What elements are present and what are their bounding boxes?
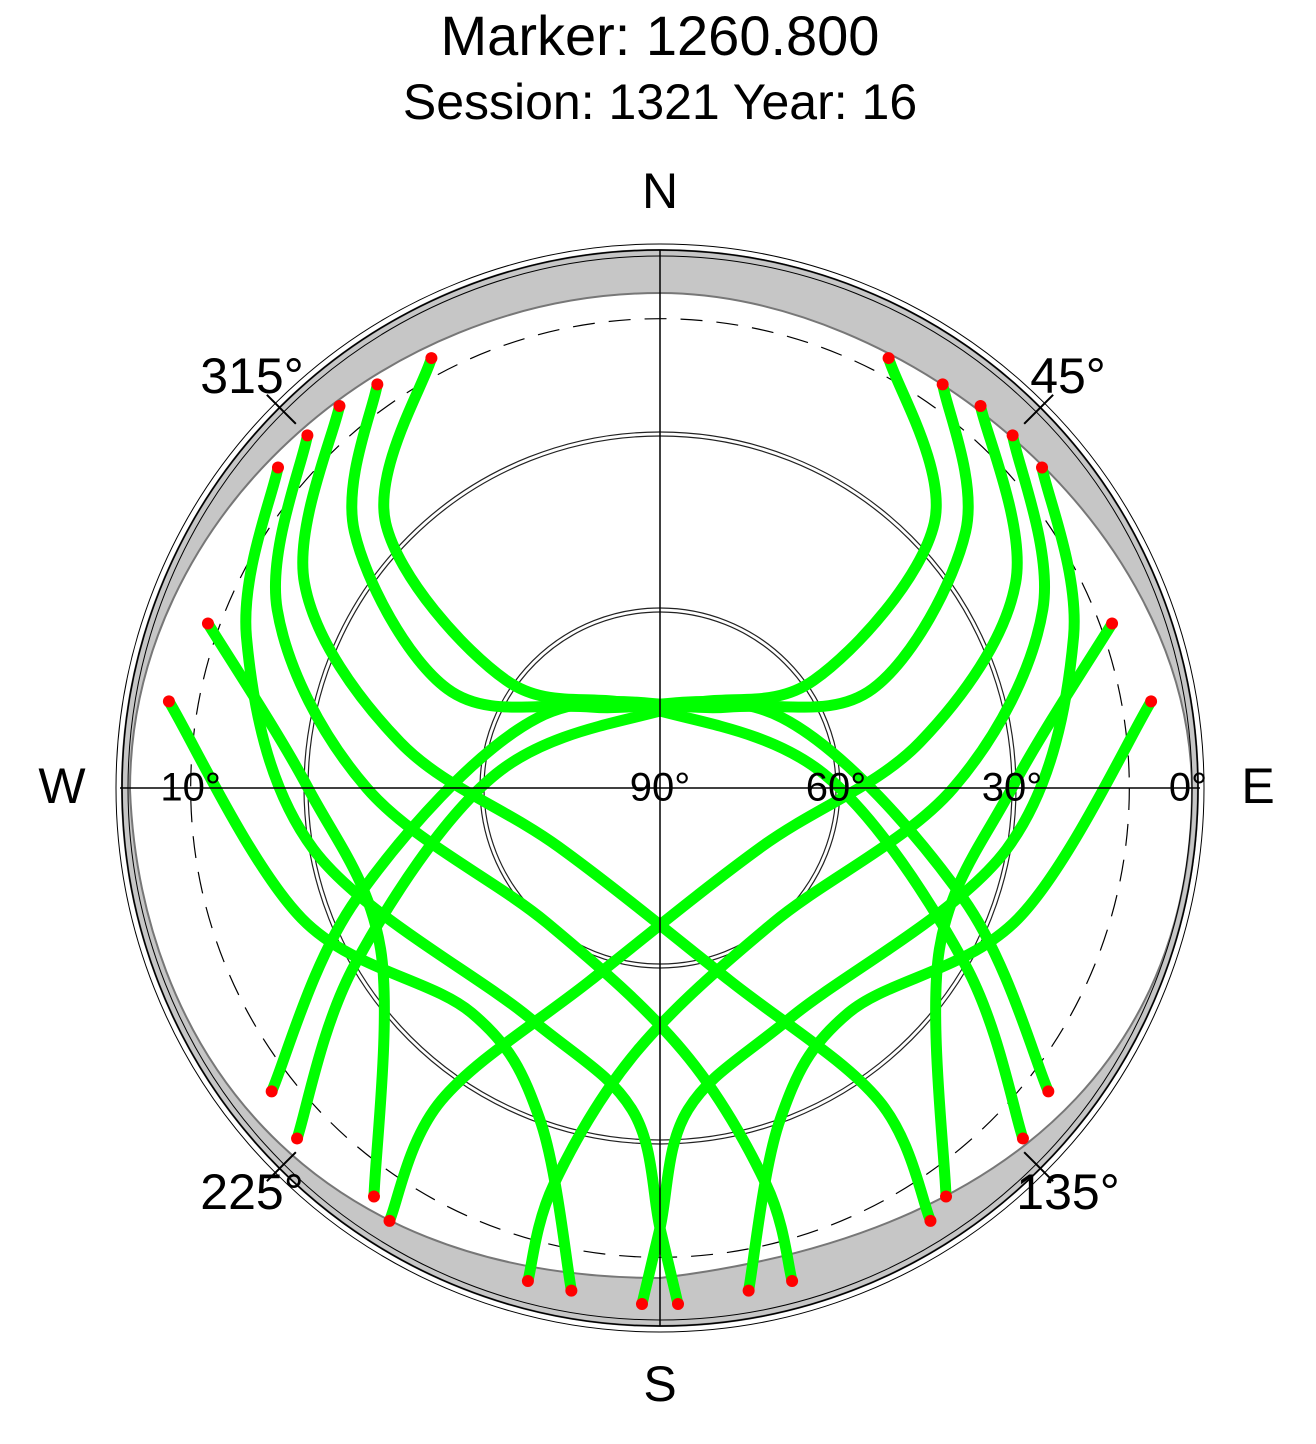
track-endpoint xyxy=(1016,1132,1029,1145)
satellite-track xyxy=(346,378,1054,1097)
track-endpoint xyxy=(333,399,346,412)
track-endpoint xyxy=(201,617,214,630)
track-endpoint xyxy=(742,1284,755,1297)
satellite-track xyxy=(930,618,1118,1202)
azimuth-tick xyxy=(1023,1151,1054,1182)
track-endpoint xyxy=(1036,461,1049,474)
satellite-track xyxy=(743,695,1157,1297)
satellite-track xyxy=(269,429,798,1287)
azimuth-label: 45° xyxy=(1030,348,1106,404)
satellite-track xyxy=(522,429,1051,1287)
track-endpoint xyxy=(672,1297,685,1310)
track-endpoint xyxy=(1006,429,1019,442)
track-endpoint xyxy=(521,1275,534,1288)
frame xyxy=(115,243,1205,1333)
track-endpoint xyxy=(936,378,949,391)
track-endpoint xyxy=(301,429,314,442)
track-endpoint xyxy=(271,461,284,474)
satellite-track xyxy=(202,618,390,1202)
track-endpoint xyxy=(371,378,384,391)
track-endpoint xyxy=(882,352,895,365)
direction-label: N xyxy=(642,163,678,219)
track-endpoint xyxy=(367,1190,380,1203)
track-endpoint xyxy=(1042,1085,1055,1098)
track-endpoint xyxy=(924,1214,937,1227)
azimuth-label: 315° xyxy=(200,348,303,404)
track-endpoint xyxy=(291,1132,304,1145)
azimuth-label: 225° xyxy=(200,1164,303,1220)
azimuth-tick xyxy=(266,1151,297,1182)
track-endpoint xyxy=(162,695,175,708)
chart-subtitle: Session: 1321 Year: 16 xyxy=(403,74,917,130)
azimuth-label: 135° xyxy=(1016,1164,1119,1220)
track-endpoint xyxy=(635,1297,648,1310)
tracks xyxy=(162,352,1158,1310)
chart-title: Marker: 1260.800 xyxy=(441,4,880,67)
track-endpoint xyxy=(786,1275,799,1288)
track-endpoint xyxy=(383,1214,396,1227)
direction-label: S xyxy=(643,1356,676,1412)
azimuth-tick xyxy=(1023,394,1054,425)
satellite-track xyxy=(240,462,684,1310)
direction-label: E xyxy=(1241,758,1274,814)
track-endpoint xyxy=(265,1085,278,1098)
track-endpoint xyxy=(425,352,438,365)
satellite-track xyxy=(384,400,1023,1227)
track-endpoint xyxy=(940,1190,953,1203)
track-endpoint xyxy=(1106,617,1119,630)
azimuth-tick xyxy=(266,394,297,425)
satellite-track xyxy=(636,462,1080,1310)
track-endpoint xyxy=(1145,695,1158,708)
track-endpoint xyxy=(565,1284,578,1297)
satellite-track xyxy=(163,695,577,1297)
satellite-track xyxy=(297,400,936,1227)
outer-circle xyxy=(115,243,1205,1333)
direction-label: W xyxy=(38,758,86,814)
track-endpoint xyxy=(974,399,987,412)
